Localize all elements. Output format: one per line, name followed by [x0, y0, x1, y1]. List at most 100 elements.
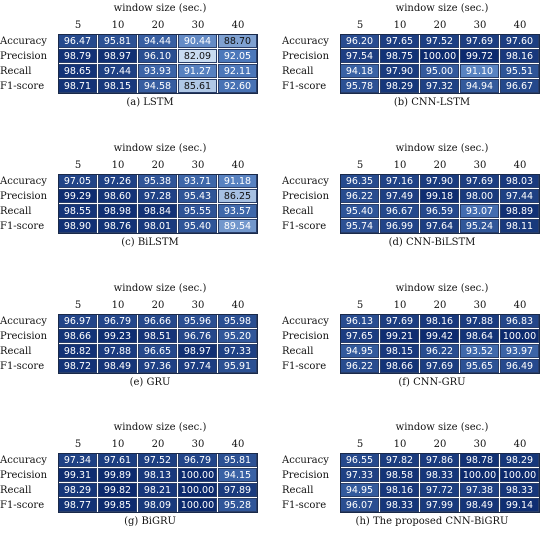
- heatmap-cell: 95.20: [218, 329, 257, 343]
- heatmap-cell: 95.65: [460, 359, 499, 373]
- heatmap-cell: 97.52: [420, 34, 459, 48]
- heatmap-cell: 96.76: [178, 329, 217, 343]
- heatmap-cell: 91.18: [218, 174, 257, 188]
- heatmap-cell: 97.89: [218, 483, 257, 497]
- heatmap-cell: 99.31: [58, 468, 97, 482]
- heatmap-cell: 98.71: [58, 79, 97, 93]
- panel-caption: (c) BiLSTM: [121, 237, 179, 248]
- column-header: 5: [356, 20, 364, 31]
- table-panel-4: window size (sec.) 5 10 20 30 40 Accuracy 96.35…: [282, 143, 550, 268]
- column-header: 30: [191, 439, 205, 450]
- row-label: Precision: [0, 470, 48, 481]
- heatmap-cell: 96.49: [500, 359, 539, 373]
- row-label: Recall: [0, 206, 32, 217]
- column-header: 40: [513, 300, 527, 311]
- heatmap-cell: 97.49: [380, 189, 419, 203]
- heatmap-cell: 98.72: [58, 359, 97, 373]
- heatmap-cell: 88.70: [218, 34, 257, 48]
- heatmap-cell: 98.64: [460, 329, 499, 343]
- heatmap-cell: 94.95: [340, 344, 379, 358]
- row-label: Precision: [282, 470, 330, 481]
- heatmap-cell: 95.51: [500, 64, 539, 78]
- heatmap-cell: 98.13: [138, 468, 177, 482]
- row-label: F1-score: [0, 221, 45, 232]
- row-label: F1-score: [282, 500, 327, 511]
- column-header: 30: [473, 160, 487, 171]
- heatmap-cell: 97.16: [380, 174, 419, 188]
- heatmap-cell: 98.16: [380, 483, 419, 497]
- heatmap-cell: 95.55: [178, 204, 217, 218]
- row-label: F1-score: [0, 361, 45, 372]
- row-label: Precision: [0, 51, 48, 62]
- column-header: 10: [393, 20, 407, 31]
- heatmap-cell: 96.97: [58, 314, 97, 328]
- heatmap-cell: 93.07: [460, 204, 499, 218]
- heatmap-cell: 95.98: [218, 314, 257, 328]
- table-panel-1: window size (sec.) 5 10 20 30 40 Accuracy 96.47…: [0, 3, 270, 128]
- panel-caption: (g) BiGRU: [124, 516, 176, 527]
- heatmap-cell: 97.90: [420, 174, 459, 188]
- column-header: 20: [433, 439, 447, 450]
- window-size-title: window size (sec.): [113, 422, 207, 433]
- heatmap-cell: 97.34: [58, 453, 97, 467]
- column-header: 5: [74, 300, 82, 311]
- table-panel-6: window size (sec.) 5 10 20 30 40 Accuracy 96.13…: [282, 283, 550, 408]
- heatmap-cell: 97.33: [218, 344, 257, 358]
- heatmap-cell: 96.35: [340, 174, 379, 188]
- heatmap-cell: 95.78: [340, 79, 379, 93]
- row-label: Accuracy: [282, 36, 329, 47]
- heatmap-cell: 99.85: [98, 498, 137, 512]
- row-label: Precision: [282, 331, 330, 342]
- column-header: 20: [433, 160, 447, 171]
- row-label: Accuracy: [0, 455, 47, 466]
- heatmap-cell: 98.15: [380, 344, 419, 358]
- column-header: 30: [191, 160, 205, 171]
- heatmap-cell: 99.21: [380, 329, 419, 343]
- heatmap-cell: 98.65: [58, 64, 97, 78]
- heatmap-cell: 98.55: [58, 204, 97, 218]
- heatmap-cell: 95.40: [340, 204, 379, 218]
- heatmap-cell: 94.18: [340, 64, 379, 78]
- row-label: Precision: [282, 51, 330, 62]
- row-label: F1-score: [282, 361, 327, 372]
- heatmap-cell: 96.47: [58, 34, 97, 48]
- heatmap-cell: 95.81: [218, 453, 257, 467]
- row-label: Recall: [0, 346, 32, 357]
- heatmap-cell: 97.61: [98, 453, 137, 467]
- row-label: Accuracy: [0, 176, 47, 187]
- heatmap-cell: 99.42: [420, 329, 459, 343]
- table-panel-8: window size (sec.) 5 10 20 30 40 Accuracy 96.55…: [282, 422, 550, 547]
- heatmap-cell: 96.66: [138, 314, 177, 328]
- column-header: 40: [513, 439, 527, 450]
- column-header: 10: [393, 439, 407, 450]
- panel-caption: (b) CNN-LSTM: [393, 97, 471, 108]
- heatmap-cell: 100.00: [178, 483, 217, 497]
- heatmap-cell: 97.65: [340, 329, 379, 343]
- heatmap-cell: 97.36: [138, 359, 177, 373]
- heatmap-cell: 95.38: [138, 174, 177, 188]
- heatmap-cell: 97.86: [420, 453, 459, 467]
- heatmap-cell: 97.69: [460, 174, 499, 188]
- row-label: Recall: [282, 206, 314, 217]
- column-header: 5: [356, 439, 364, 450]
- heatmap-cell: 98.49: [98, 359, 137, 373]
- heatmap-cell: 98.09: [138, 498, 177, 512]
- heatmap-cell: 98.21: [138, 483, 177, 497]
- column-header: 10: [111, 300, 125, 311]
- heatmap-cell: 93.93: [138, 64, 177, 78]
- column-header: 10: [393, 300, 407, 311]
- column-header: 10: [393, 160, 407, 171]
- column-header: 5: [74, 160, 82, 171]
- heatmap-cell: 96.79: [98, 314, 137, 328]
- heatmap-cell: 98.15: [98, 79, 137, 93]
- heatmap-cell: 86.25: [218, 189, 257, 203]
- heatmap-cell: 100.00: [178, 468, 217, 482]
- column-header: 10: [111, 160, 125, 171]
- window-size-title: window size (sec.): [395, 422, 489, 433]
- heatmap-cell: 97.90: [380, 64, 419, 78]
- heatmap-cell: 98.84: [138, 204, 177, 218]
- heatmap-cell: 98.33: [380, 498, 419, 512]
- heatmap-cell: 97.99: [420, 498, 459, 512]
- heatmap-cell: 96.59: [420, 204, 459, 218]
- heatmap-cell: 94.58: [138, 79, 177, 93]
